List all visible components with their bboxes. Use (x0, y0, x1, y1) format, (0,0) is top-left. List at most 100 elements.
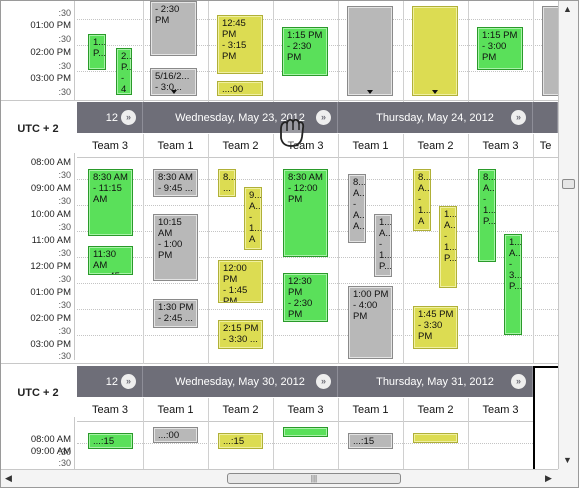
scheduler-grid[interactable]: :30 01:00 PM :30 02:00 PM :30 03:00 PM :… (1, 1, 558, 469)
event-block[interactable]: 2:15 PM - 3:30 ... (218, 320, 263, 349)
time-label: :30 (58, 8, 71, 18)
chevron-down-icon[interactable]: » (121, 374, 136, 389)
event-block[interactable]: 8:30 AM - 11:15 AM (88, 169, 133, 236)
time-label: 01:00 PM (30, 20, 71, 31)
event-block[interactable] (542, 6, 558, 96)
event-block[interactable]: ...:00 AM (217, 81, 263, 96)
column-divider (403, 1, 404, 102)
event-block[interactable]: 1... A... - 3... P... (504, 234, 522, 335)
time-label: :30 (58, 170, 71, 180)
day-header-thu-may-24[interactable]: Thursday, May 24, 2012 » (338, 102, 533, 133)
team-header: Team 1 (338, 134, 403, 158)
time-label: :30 (58, 300, 71, 310)
day-header-wed-may-23[interactable]: Wednesday, May 23, 2012 » (143, 102, 338, 133)
time-label: 03:00 PM (30, 73, 71, 84)
time-label: :30 (58, 87, 71, 97)
time-label: 10:00 AM (30, 209, 71, 220)
chevron-down-icon[interactable]: » (121, 110, 136, 125)
event-block[interactable]: ...:00 AM (153, 427, 198, 443)
event-block[interactable]: 1:00 PM - 4:00 PM (348, 286, 393, 359)
vertical-scrollbar[interactable]: ▲ ▼ (558, 1, 578, 469)
event-block[interactable]: 2... P... - 4 (116, 48, 132, 95)
chevron-down-icon[interactable]: » (511, 374, 526, 389)
event-block[interactable]: 1... A... - 1... P... (439, 206, 457, 288)
event-block[interactable]: ...:15 AM (348, 433, 393, 449)
event-block[interactable]: 1:15 PM - 2:30 PM (282, 27, 328, 76)
event-block[interactable]: ...:15 AM (88, 433, 133, 449)
day-header-thu-may-31[interactable]: Thursday, May 31, 2012 » (338, 366, 533, 397)
column-divider (533, 134, 534, 364)
time-label: :30 (58, 34, 71, 44)
grid-line (1, 363, 558, 364)
event-block[interactable]: 1:15 PM - 3:00 PM (477, 27, 523, 70)
scroll-down-icon[interactable]: ▼ (563, 455, 572, 465)
day-header-label: 12 (105, 111, 118, 124)
event-block[interactable]: 12:45 PM - 3:15 PM (217, 15, 263, 74)
event-block[interactable]: 11:30 AM - ...:45 PM (88, 246, 133, 275)
time-label: :30 (58, 222, 71, 232)
event-block[interactable]: 8... A... - 1... A (413, 169, 431, 231)
scroll-left-icon[interactable]: ◀ (5, 473, 12, 483)
column-divider (403, 134, 404, 364)
day-header-prev[interactable]: 12 » (77, 102, 143, 133)
team-header: Team 1 (143, 398, 208, 422)
day-header-wed-may-30[interactable]: Wednesday, May 30, 2012 » (143, 366, 338, 397)
chevron-down-icon (367, 90, 373, 94)
grid-line (77, 19, 558, 20)
event-block[interactable]: 1:30 PM - 2:45 ... (153, 299, 198, 328)
time-label: 09:00 AM (30, 183, 71, 194)
event-block[interactable]: - 2:30 PM (150, 1, 197, 56)
event-block[interactable] (347, 6, 393, 96)
column-divider (143, 398, 144, 469)
event-block[interactable]: ... ... (413, 433, 458, 443)
event-text: 5/16/2... - 3:0... (155, 71, 190, 93)
time-label: :30 (58, 61, 71, 71)
scroll-up-icon[interactable]: ▲ (563, 4, 572, 14)
event-block[interactable]: 8... A... - A... A... (348, 174, 366, 243)
horizontal-scrollbar[interactable]: ◀ ||| ▶ (1, 469, 558, 487)
chevron-down-icon[interactable]: » (316, 374, 331, 389)
column-divider (338, 1, 339, 102)
event-block[interactable]: 12:00 PM - 1:45 PM (218, 260, 263, 303)
column-divider (273, 398, 274, 469)
event-block[interactable] (412, 6, 458, 96)
team-header: Team 1 (143, 134, 208, 158)
day-header-label: 12 (105, 375, 118, 388)
chevron-down-icon[interactable]: » (316, 110, 331, 125)
event-block[interactable]: 9... A... - 1... A (244, 187, 262, 250)
event-block[interactable]: 5/16/2... - 3:0... (150, 68, 197, 96)
event-block[interactable] (283, 427, 328, 437)
event-block[interactable]: 1:45 PM - 3:30 PM (413, 306, 458, 349)
column-divider (273, 1, 274, 102)
vertical-scroll-thumb[interactable] (562, 179, 575, 189)
time-label: 08:00 AM (30, 157, 71, 168)
team-header: Team 2 (403, 398, 468, 422)
time-label: 03:00 PM (30, 339, 71, 350)
time-label: 09:00 AM (30, 446, 71, 457)
team-header: Team 3 (468, 134, 533, 158)
team-header: Team 3 (273, 134, 338, 158)
chevron-down-icon[interactable]: » (511, 110, 526, 125)
event-block[interactable]: 1... P... (88, 34, 106, 70)
day-header-prev[interactable]: 12 » (77, 366, 143, 397)
event-block[interactable]: 10:15 AM - 1:00 PM (153, 214, 198, 281)
scroll-right-icon[interactable]: ▶ (545, 473, 552, 483)
scrollbar-corner (558, 469, 578, 487)
column-divider (208, 398, 209, 469)
column-divider (338, 398, 339, 469)
time-label: 01:00 PM (30, 287, 71, 298)
time-column-bottom: 08:00 AM :30 (1, 417, 75, 469)
event-block[interactable]: 8:30 AM - 12:00 PM (283, 169, 328, 257)
team-header: Team 3 (273, 398, 338, 422)
day-header-label: Thursday, May 24, 2012 (376, 111, 494, 124)
event-block[interactable]: 8:30 AM - 9:45 ... (153, 169, 198, 197)
day-header-next[interactable] (533, 102, 558, 133)
event-block[interactable]: ...:15 AM (218, 433, 263, 449)
event-block[interactable]: 12:30 PM - 2:30 PM (283, 273, 328, 322)
horizontal-scroll-thumb[interactable]: ||| (227, 473, 401, 484)
event-block[interactable]: 8... A... - 1... P... (478, 169, 496, 262)
column-divider (338, 134, 339, 364)
event-block[interactable]: 8... ... (218, 169, 236, 197)
event-block[interactable]: 1... A... - 1... P... (374, 214, 392, 277)
